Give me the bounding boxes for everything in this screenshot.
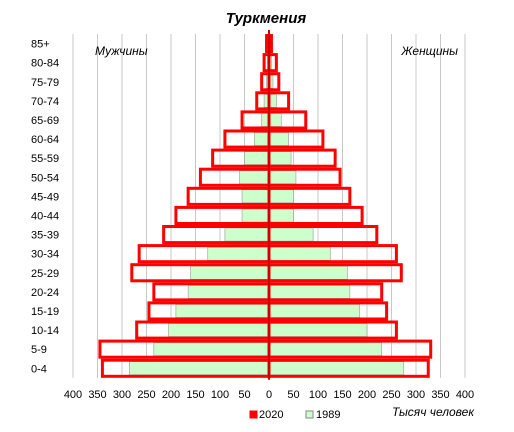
bar-1989-male [224,227,270,242]
bar-1989-male [239,170,270,185]
chart-title: Туркмения [226,10,307,27]
bar-1989-female [268,227,314,242]
age-group-label: 35-39 [31,230,59,242]
x-tick-label: 150 [186,389,204,401]
bar-1989-male [254,132,270,146]
legend-swatch-1989 [305,410,314,419]
age-group-label: 40-44 [31,210,59,222]
bar-1989-female [268,151,292,166]
age-group-label: 65-69 [31,115,59,127]
bar-1989-male [241,189,270,204]
bar-1989-female [268,265,348,280]
unit-label: Тысяч человек [392,405,475,419]
bar-1989-female [268,342,382,357]
bar-1989-female [268,361,405,376]
age-group-label: 60-64 [31,134,59,146]
age-group-label: 25-29 [31,268,59,280]
x-tick-label: 300 [407,389,425,401]
bar-1989-male [168,323,270,337]
legend-label-2020: 2020 [259,409,283,421]
age-group-label: 55-59 [31,153,59,165]
bar-1989-male [207,246,270,261]
bar-1989-male [129,361,270,376]
age-group-label: 10-14 [31,325,59,337]
age-group-label: 75-79 [31,77,59,89]
x-tick-label: 200 [162,389,180,401]
age-group-label: 50-54 [31,172,59,184]
female-label: Женщины [400,44,458,58]
age-group-label: 80-84 [31,58,59,70]
age-group-label: 30-34 [31,249,59,261]
bar-1989-male [187,284,270,299]
x-tick-label: 350 [88,389,106,401]
bar-1989-female [268,284,351,299]
age-group-label: 70-74 [31,96,59,108]
series-1989-bars [129,36,405,376]
bar-1989-female [268,304,360,318]
male-label: Мужчины [95,44,148,58]
bar-1989-male [175,304,270,318]
x-tick-label: 50 [238,389,250,401]
x-tick-label: 200 [358,389,376,401]
bar-1989-male [190,265,270,280]
x-axis-ticks: 400 350 300 250 200 150 100 50 0 50 100 150 200 250 30… [64,389,474,401]
x-tick-label: 350 [431,389,449,401]
age-group-label: 85+ [31,39,50,51]
age-group-label: 45-49 [31,191,59,203]
bar-1989-male [244,151,270,166]
x-tick-label: 250 [137,389,155,401]
x-tick-label: 100 [211,389,229,401]
age-group-label: 5-9 [31,344,47,356]
bar-1989-male [153,342,270,357]
legend: 2020 1989 [249,409,340,421]
bar-1989-female [268,170,297,185]
bar-1989-male [241,208,270,223]
legend-label-1989: 1989 [316,409,340,421]
x-tick-label: 100 [309,389,327,401]
bar-2020-female [267,72,281,92]
age-group-label: 15-19 [31,306,59,318]
x-tick-label: 250 [382,389,400,401]
x-tick-label: 400 [456,389,474,401]
bar-1989-female [268,113,282,127]
bar-1989-female [268,208,294,223]
bar-2020-female [267,53,278,73]
x-tick-label: 400 [64,389,82,401]
bar-1989-female [268,323,368,337]
x-tick-label: 150 [333,389,351,401]
age-group-label: 0-4 [31,363,47,375]
x-tick-label: 0 [266,389,272,401]
bar-1989-female [268,246,331,261]
age-group-label: 20-24 [31,287,59,299]
x-tick-label: 300 [113,389,131,401]
x-tick-label: 50 [287,389,299,401]
bar-1989-female [268,132,289,146]
bar-1989-female [268,189,294,204]
age-group-labels: 0-4 5-9 10-14 15-19 20-24 25-29 30-34 35-39 40-4… [31,39,59,376]
legend-swatch-2020 [249,410,258,419]
